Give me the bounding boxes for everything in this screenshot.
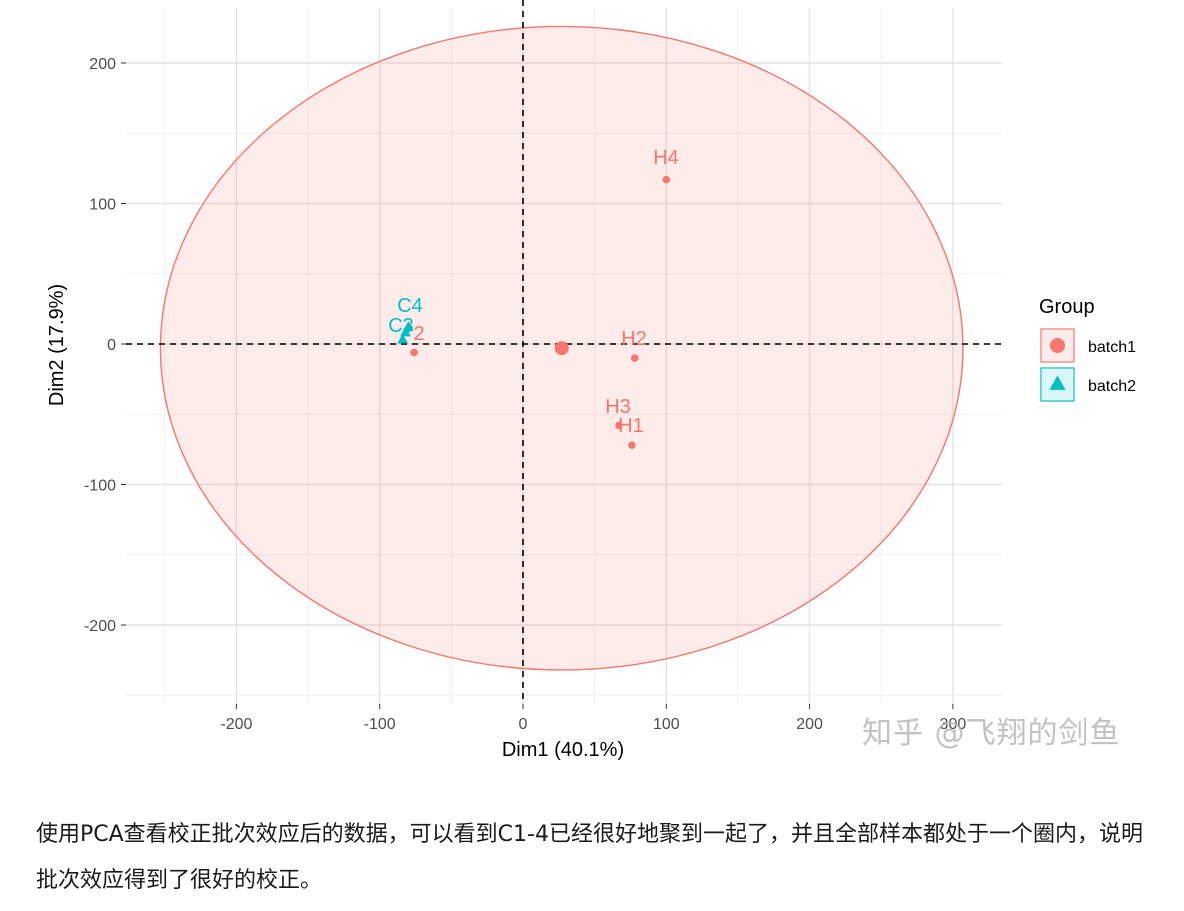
point-C3	[400, 326, 411, 337]
y-tick-label: -100	[84, 478, 116, 495]
legend-symbol-batch2	[1049, 375, 1066, 390]
point-label-H2: H2	[621, 328, 647, 350]
x-axis-title: Dim1 (40.1%)	[502, 739, 624, 761]
point-H2	[630, 354, 639, 362]
point-label-H1: H1	[618, 415, 644, 437]
data-points	[397, 175, 671, 449]
legend-symbol-batch1	[1050, 338, 1065, 353]
legend-label-batch1: batch1	[1088, 339, 1136, 356]
legend-label-batch2: batch2	[1088, 378, 1136, 395]
legend-title: Group	[1039, 296, 1095, 318]
point-C4	[402, 321, 414, 331]
y-axis-title: Dim2 (17.9%)	[46, 284, 68, 406]
x-tick-label: 0	[519, 716, 528, 733]
y-tick-label: 100	[89, 197, 116, 214]
x-tick-label: 100	[653, 716, 680, 733]
point-label-C4: C4	[397, 295, 423, 317]
point-H1	[628, 441, 636, 449]
point-H3	[615, 421, 623, 430]
x-tick-label: -100	[364, 716, 396, 733]
y-tick-label: -200	[84, 618, 116, 635]
x-tick-label: -200	[220, 716, 252, 733]
point-label-H3: H3	[605, 396, 631, 418]
point-label-H4: H4	[653, 147, 679, 169]
point-label-2: 2	[413, 323, 424, 345]
watermark: 知乎 @飞翔的剑鱼	[862, 716, 1121, 751]
tick-labels: -200 -100 0 100 200 300 -200 -100 0 100 200	[84, 56, 966, 733]
batch1-centroid	[554, 341, 569, 356]
legend: Group batch1 batch2	[1039, 296, 1136, 402]
point-C2	[410, 348, 418, 357]
x-tick-label: 200	[796, 716, 823, 733]
point-C1	[397, 333, 409, 344]
x-tick-label: 300	[940, 716, 967, 733]
caption-text: 使用PCA查看校正批次效应后的数据，可以看到C1-4已经很好地聚到一起了，并且全…	[36, 822, 1143, 893]
point-H4	[662, 175, 671, 184]
reference-lines	[126, 0, 1002, 704]
point-label-C3: C3	[388, 315, 414, 337]
y-tick-label: 200	[89, 56, 116, 73]
y-tick-label: 0	[107, 337, 116, 354]
